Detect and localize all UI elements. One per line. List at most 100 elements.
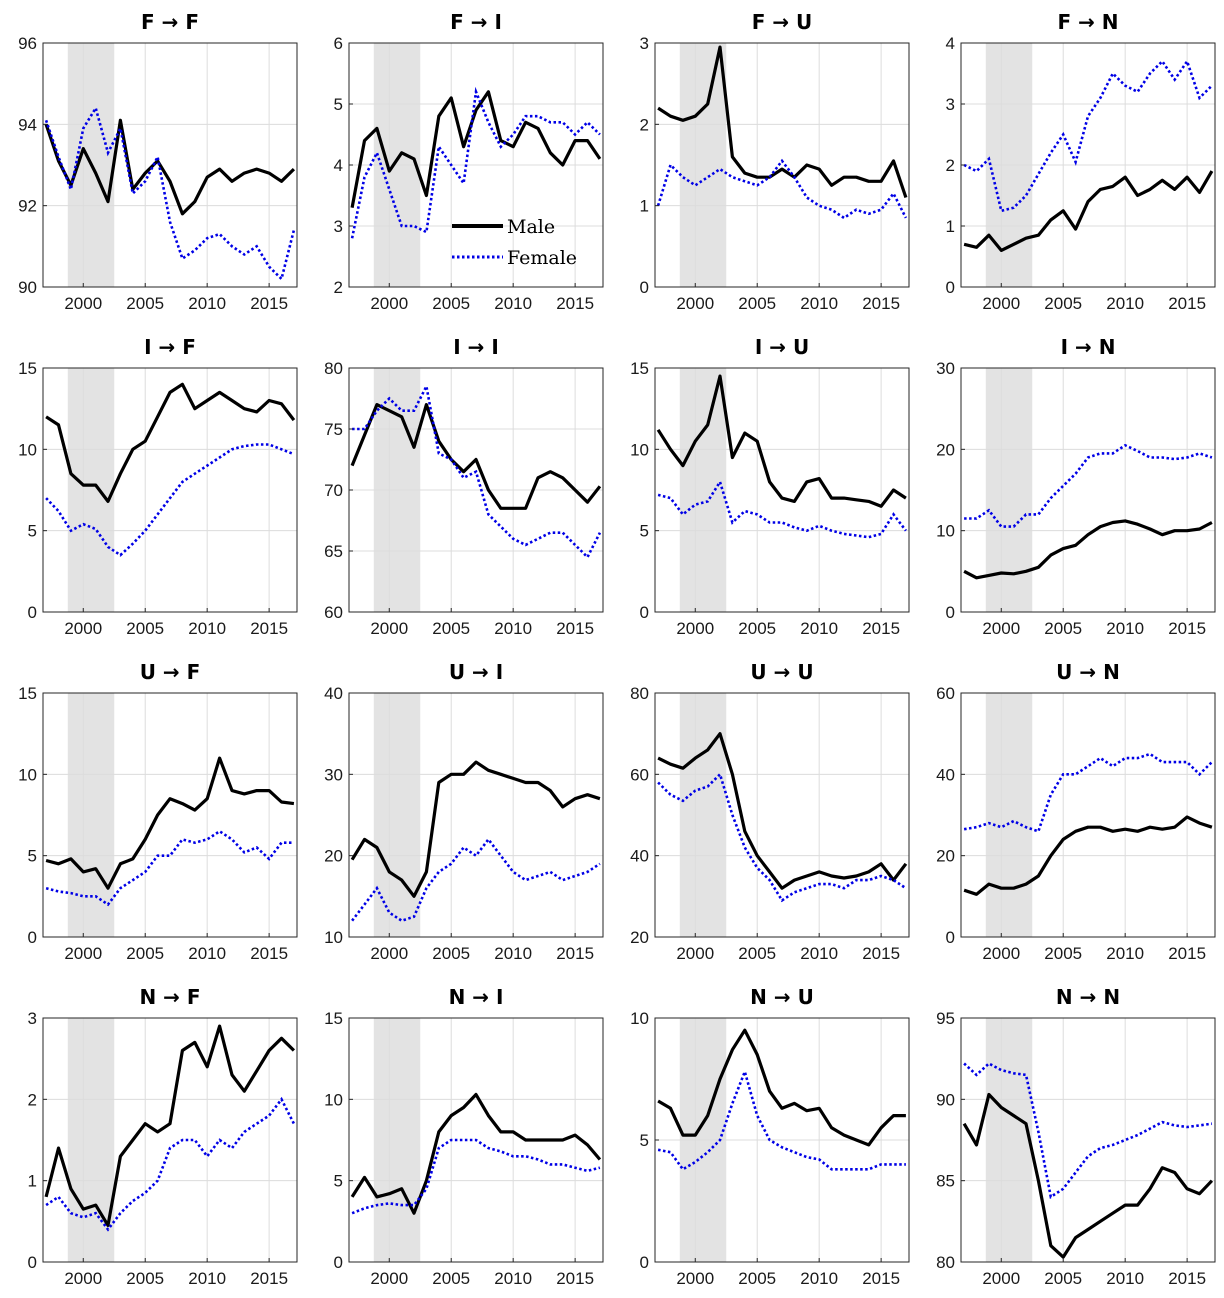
legend-female-label: Female (507, 247, 577, 269)
x-tick-label: 2005 (126, 944, 164, 963)
x-tick-label: 2000 (982, 619, 1020, 638)
recession-band (679, 43, 727, 287)
x-tick-label: 2015 (862, 294, 900, 313)
y-tick-label: 5 (640, 522, 649, 541)
panel-title: N → N (1056, 985, 1120, 1009)
y-tick-label: 20 (324, 847, 343, 866)
x-tick-label: 2015 (556, 944, 594, 963)
series-female-line (657, 771, 907, 903)
panel-2: 0 1 2 3 2000 2005 2010 2015 F → U (640, 10, 910, 313)
panel-title: U → I (449, 660, 503, 684)
x-tick-label: 2005 (738, 294, 776, 313)
x-tick-label: 2015 (250, 619, 288, 638)
series-male-line (45, 382, 296, 503)
x-tick-label: 2005 (1044, 1269, 1082, 1288)
axes-box (654, 42, 910, 288)
x-tick-label: 2005 (432, 944, 470, 963)
y-tick-label: 0 (640, 1253, 649, 1272)
x-tick-label: 2015 (1168, 619, 1206, 638)
y-tick-label: 4 (946, 34, 955, 53)
recession-band (373, 1018, 421, 1262)
y-tick-label: 60 (324, 603, 343, 622)
y-tick-label: 10 (936, 522, 955, 541)
y-tick-label: 6 (334, 34, 343, 53)
panel-0: 90 92 94 96 2000 2005 2010 2015 F → F (18, 10, 298, 313)
y-tick-label: 10 (18, 440, 37, 459)
x-tick-label: 2005 (126, 619, 164, 638)
x-tick-label: 2005 (738, 944, 776, 963)
axes-box (42, 42, 298, 288)
panel-title: F → F (141, 10, 199, 34)
y-tick-label: 15 (18, 684, 37, 703)
y-tick-label: 15 (18, 359, 37, 378)
series-female-line (45, 443, 295, 557)
y-tick-label: 92 (18, 197, 37, 216)
y-tick-label: 0 (640, 278, 649, 297)
y-tick-label: 10 (324, 1090, 343, 1109)
x-tick-label: 2010 (1106, 944, 1144, 963)
y-tick-label: 0 (640, 603, 649, 622)
y-tick-label: 0 (334, 1253, 343, 1272)
x-tick-label: 2005 (738, 1269, 776, 1288)
axes-box (654, 367, 910, 613)
y-tick-label: 5 (334, 1172, 343, 1191)
panel-12: 0 1 2 3 2000 2005 2010 2015 N → F (28, 985, 298, 1288)
y-tick-label: 10 (630, 440, 649, 459)
axes-box (960, 1017, 1216, 1263)
x-tick-label: 2005 (1044, 619, 1082, 638)
x-tick-label: 2000 (64, 944, 102, 963)
recession-band (985, 693, 1033, 937)
recession-band (67, 693, 115, 937)
axes-box (42, 367, 298, 613)
x-tick-label: 2010 (494, 619, 532, 638)
y-tick-label: 90 (18, 278, 37, 297)
y-tick-label: 60 (936, 684, 955, 703)
y-tick-label: 10 (18, 765, 37, 784)
y-tick-label: 4 (334, 156, 343, 175)
x-tick-label: 2010 (800, 619, 838, 638)
panel-13: 0 5 10 15 2000 2005 2010 2015 N → I (324, 985, 604, 1288)
y-tick-label: 40 (324, 684, 343, 703)
x-tick-label: 2015 (862, 619, 900, 638)
x-tick-label: 2000 (676, 944, 714, 963)
series-female-line (964, 443, 1213, 528)
y-tick-label: 15 (324, 1009, 343, 1028)
x-tick-label: 2000 (982, 294, 1020, 313)
x-tick-label: 2010 (800, 294, 838, 313)
x-tick-label: 2015 (250, 1269, 288, 1288)
recession-band (985, 1018, 1033, 1262)
series-male-line (44, 118, 296, 216)
panel-4: 0 5 10 15 2000 2005 2010 2015 I → F (18, 335, 298, 638)
series-male-line (350, 90, 602, 208)
x-tick-label: 2015 (1168, 1269, 1206, 1288)
x-tick-label: 2010 (494, 1269, 532, 1288)
y-tick-label: 20 (630, 928, 649, 947)
panel-15: 80 85 90 95 2000 2005 2010 2015 N → N (936, 985, 1216, 1288)
series-female-line (350, 86, 601, 239)
x-tick-label: 2010 (800, 1269, 838, 1288)
series-male-line (963, 170, 1214, 252)
y-tick-label: 5 (640, 1131, 649, 1150)
series-female-line (963, 752, 1213, 833)
y-tick-label: 10 (324, 928, 343, 947)
y-tick-label: 60 (630, 765, 649, 784)
x-tick-label: 2015 (556, 1269, 594, 1288)
legend: Male Female (452, 216, 577, 269)
series-male-line (963, 519, 1213, 580)
y-tick-label: 2 (946, 156, 955, 175)
recession-band (679, 693, 727, 937)
x-tick-label: 2015 (250, 944, 288, 963)
x-tick-label: 2015 (1168, 294, 1206, 313)
x-tick-label: 2010 (1106, 294, 1144, 313)
y-tick-label: 80 (630, 684, 649, 703)
x-tick-label: 2010 (494, 944, 532, 963)
y-tick-label: 30 (324, 765, 343, 784)
y-tick-label: 3 (946, 95, 955, 114)
x-tick-label: 2010 (494, 294, 532, 313)
panel-14: 0 5 10 2000 2005 2010 2015 N → U (630, 985, 910, 1288)
x-tick-label: 2005 (738, 619, 776, 638)
series-male-line (657, 45, 908, 199)
axes-box (960, 367, 1216, 613)
series-male-line (656, 374, 907, 508)
series-male-line (45, 756, 295, 890)
